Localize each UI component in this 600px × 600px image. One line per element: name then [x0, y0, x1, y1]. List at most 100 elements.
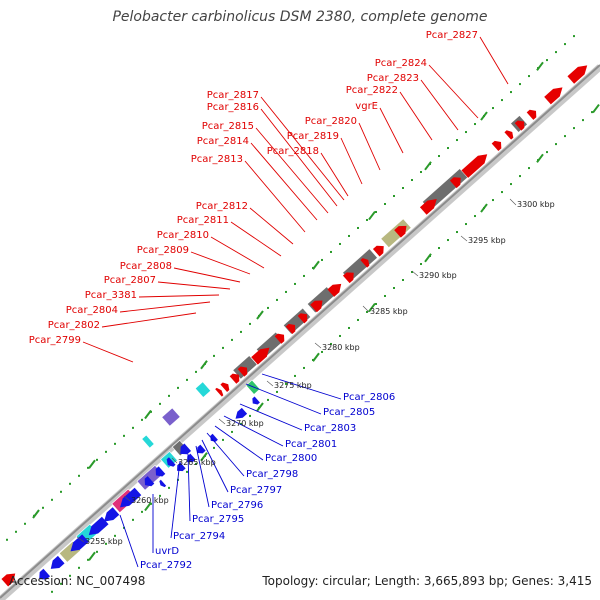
tick-mark [492, 107, 494, 110]
position-label: 3270 kbp [226, 419, 264, 428]
tick-mark [285, 290, 287, 293]
tick-mark [366, 310, 368, 313]
tick-mark [357, 226, 359, 229]
position-label: 3300 kbp [517, 200, 555, 209]
tick-mark [213, 446, 215, 449]
tick-mark [510, 183, 512, 186]
tick-mark [42, 506, 44, 509]
reverse-gene-label: Pcar_2800 [265, 453, 318, 464]
tick-mark [222, 346, 224, 349]
tick-mark [366, 218, 368, 221]
tick-mark [564, 135, 566, 138]
tick-mark [348, 326, 350, 329]
tick-mark [6, 538, 8, 541]
tick-mark [321, 350, 323, 353]
forward-genes [1, 65, 588, 587]
reverse-gene-arrow [70, 534, 89, 552]
label-leader-line [479, 36, 509, 85]
tick-mark [573, 35, 575, 38]
position-label: 3285 kbp [370, 307, 408, 316]
label-leader-line [379, 107, 404, 154]
position-label: 3280 kbp [322, 343, 360, 352]
label-leader-line [119, 514, 139, 568]
reverse-gene-label: uvrD [155, 546, 180, 557]
reverse-label-leaders [119, 373, 342, 568]
tick-mark [393, 286, 395, 289]
label-leader-line [101, 312, 197, 328]
forward-gene-label: Pcar_3381 [84, 290, 137, 301]
tick-mark [321, 258, 323, 261]
tick-mark [177, 386, 179, 389]
tick-mark [249, 414, 251, 417]
tick-major [424, 161, 432, 171]
label-leader-line [206, 432, 245, 477]
tick-mark [519, 83, 521, 86]
tick-major [368, 210, 376, 221]
tick-mark [87, 558, 89, 561]
label-leader-line [157, 281, 231, 290]
tick-mark [195, 462, 197, 465]
genome-backbone [0, 64, 600, 600]
forward-gene-arrow [274, 333, 285, 344]
map-title: Pelobacter carbinolicus DSM 2380, comple… [112, 9, 488, 25]
tick-mark [141, 418, 143, 421]
tick-major [256, 310, 264, 320]
tick-mark [294, 374, 296, 377]
forward-gene-label: Pcar_2812 [195, 201, 248, 212]
label-leader-line [320, 152, 349, 197]
forward-gene-arrow [327, 283, 342, 297]
tick-mark [402, 187, 404, 190]
tick-mark [591, 111, 593, 114]
reverse-gene-arrow [180, 443, 192, 455]
tick-mark [267, 306, 269, 309]
forward-gene-label: Pcar_2827 [425, 30, 478, 41]
label-leader-line [119, 301, 211, 313]
tick-mark [456, 231, 458, 234]
tick-mark [510, 91, 512, 94]
tick-major [480, 111, 488, 121]
tick-mark [96, 458, 98, 461]
tick-mark [186, 378, 188, 381]
tick-mark [195, 370, 197, 373]
label-leader-line [260, 108, 338, 207]
forward-gene-arrow [237, 366, 248, 377]
reverse-gene-label: Pcar_2798 [246, 469, 299, 480]
tick-mark [231, 338, 233, 341]
tick-major [144, 409, 152, 420]
tick-major [312, 260, 320, 270]
tick-mark [231, 430, 233, 433]
forward-gene-label: Pcar_2823 [366, 73, 419, 84]
forward-gene-label: Pcar_2810 [156, 230, 209, 241]
label-leader-line [239, 403, 303, 431]
forward-gene-arrow [1, 573, 16, 587]
position-label: 3255 kbp [85, 537, 123, 546]
tick-mark [105, 542, 107, 545]
forward-gene-arrow [215, 387, 224, 397]
reverse-gene-label: Pcar_2797 [230, 485, 283, 496]
tick-mark [501, 191, 503, 194]
forward-gene-arrow [372, 245, 384, 257]
position-leader-line [362, 305, 370, 313]
tick-mark [213, 354, 215, 357]
forward-gene-arrow [251, 347, 270, 365]
position-leader-line [171, 457, 178, 464]
forward-gene-label: Pcar_2809 [136, 245, 189, 256]
reverse-gene-label: Pcar_2796 [211, 500, 264, 511]
tick-mark [132, 518, 134, 521]
label-leader-line [190, 251, 251, 275]
forward-label-leaders [82, 36, 509, 363]
label-leader-line [138, 294, 220, 298]
tick-mark [303, 274, 305, 277]
label-leader-line [173, 267, 241, 283]
forward-gene-arrow [297, 313, 308, 324]
tick-mark [15, 530, 17, 533]
forward-gene-arrow [394, 225, 407, 238]
position-leader-line [314, 342, 322, 349]
forward-gene-label: Pcar_2799 [28, 335, 81, 346]
tick-mark [141, 510, 143, 513]
label-leader-line [261, 373, 342, 400]
tick-mark [339, 334, 341, 337]
position-leader-line [76, 536, 85, 543]
tick-mark [303, 366, 305, 369]
forward-gene-arrow [567, 65, 588, 84]
